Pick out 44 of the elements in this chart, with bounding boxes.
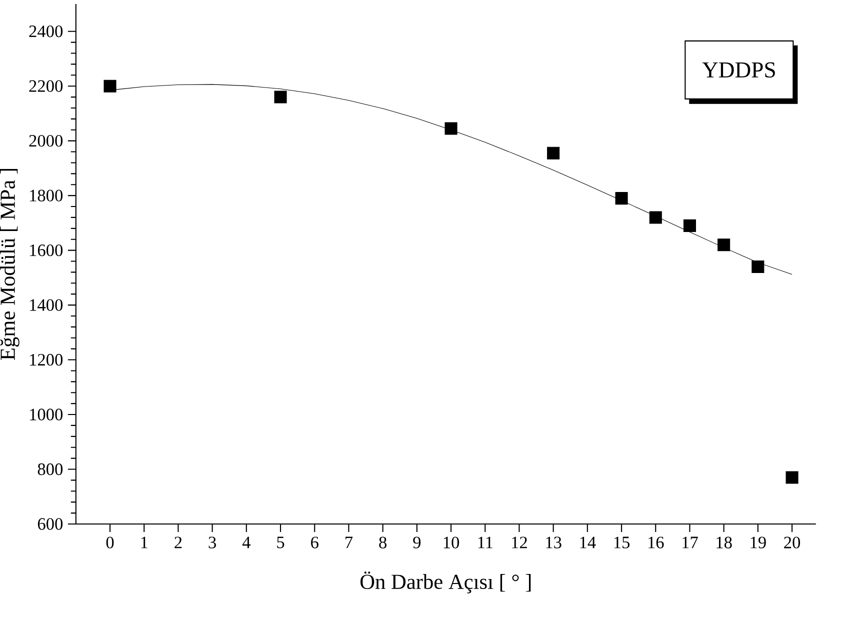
y-tick-label: 800 [38, 463, 63, 476]
y-tick-label: 600 [38, 518, 63, 530]
x-axis-title: Ön Darbe Açısı [ ° ] [360, 572, 531, 594]
x-tick-label: 17 [682, 536, 698, 548]
y-tick-label: 1200 [30, 354, 63, 366]
x-tick-label: 3 [208, 536, 216, 548]
point [444, 122, 458, 135]
x-tick-label: 5 [277, 536, 284, 548]
x-tick-label: 0 [106, 536, 114, 548]
annotation: YDDPS [702, 62, 775, 78]
point [104, 80, 116, 92]
x-tick-label: 15 [614, 536, 630, 548]
x-tick-label: 14 [580, 536, 596, 548]
x-tick-label: 10 [444, 536, 460, 548]
y-tick-label: 1800 [30, 190, 63, 202]
point [683, 219, 696, 232]
x-tick-label: 11 [478, 536, 492, 548]
x-tick-label: 19 [750, 536, 766, 548]
point [615, 192, 628, 205]
y-tick-label: 1400 [30, 299, 63, 311]
x-tick-label: 6 [311, 536, 318, 548]
x-tick-label: 4 [242, 536, 250, 548]
x-tick-label: 7 [346, 536, 353, 548]
x-tick-label: 20 [784, 536, 800, 548]
x-tick-label: 9 [413, 536, 421, 548]
x-tick-label: 13 [546, 536, 562, 548]
point [649, 211, 662, 224]
x-tick-label: 8 [379, 536, 386, 548]
y-tick-label: 2000 [29, 134, 63, 147]
point [752, 260, 764, 273]
point [786, 471, 798, 484]
point [718, 238, 730, 252]
x-tick-label: 2 [174, 536, 182, 548]
y-tick-label: 1600 [30, 244, 63, 256]
point [274, 90, 287, 104]
y-axis-title: Eğme Modülü [ MPa ] [0, 168, 20, 360]
point [547, 146, 560, 160]
x-tick-label: 1 [141, 536, 148, 548]
y-tick-label: 2200 [29, 80, 63, 92]
x-tick-label: 18 [716, 536, 732, 548]
x-tick-label: 16 [648, 536, 664, 548]
x-tick-label: 12 [512, 536, 527, 548]
y-tick-label: 2400 [29, 26, 63, 38]
y-tick-label: 1000 [30, 408, 63, 420]
